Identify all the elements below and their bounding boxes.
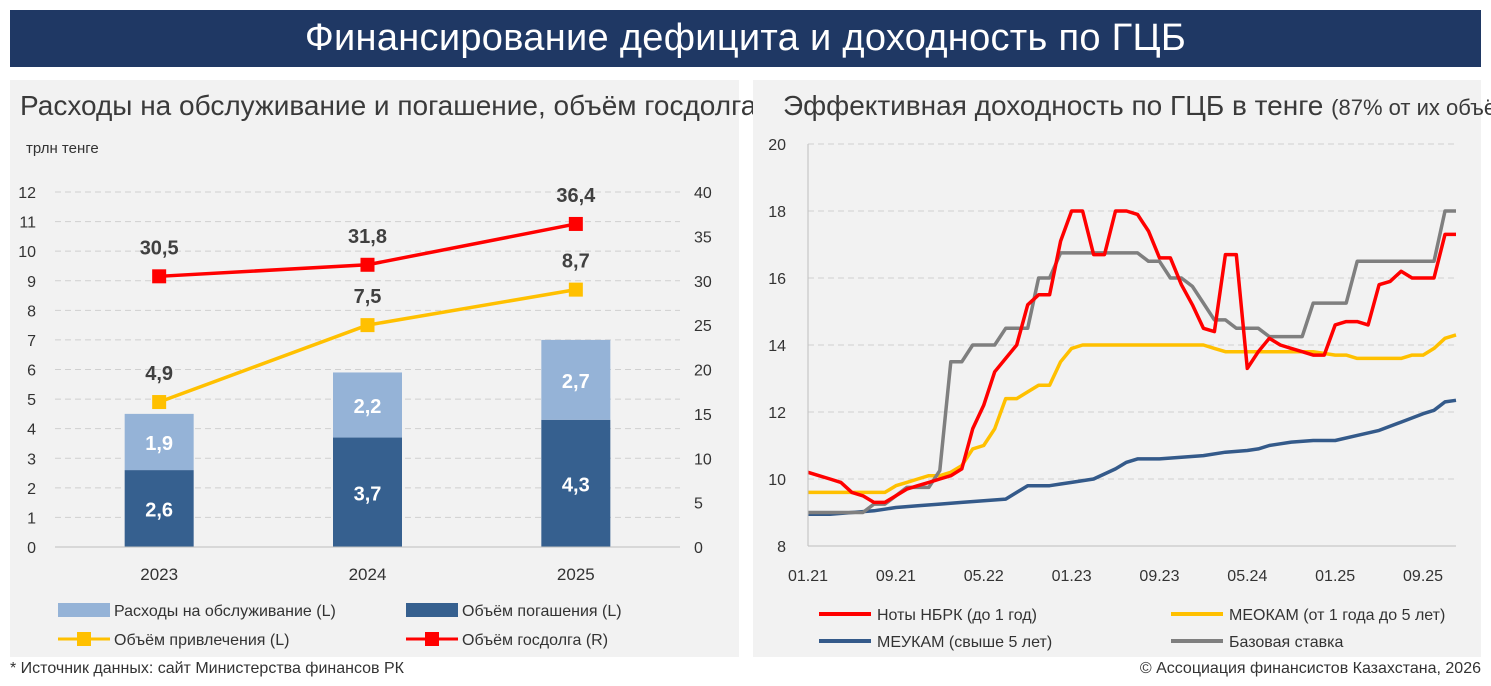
left-chart-legend: Расходы на обслуживание (L) Объём погаше… xyxy=(58,603,622,649)
left-y-tick: 3 xyxy=(27,451,36,468)
legend-label-borrow: Объём привлечения (L) xyxy=(114,632,289,649)
borrow-label: 4,9 xyxy=(145,363,173,385)
bar-repay-label: 2,6 xyxy=(145,500,173,522)
left-y-tick: 8 xyxy=(27,303,36,320)
bar-repay xyxy=(124,470,194,547)
legend-swatch-repay xyxy=(406,603,458,617)
debt-label: 30,5 xyxy=(140,237,179,259)
bar-repay-label: 4,3 xyxy=(562,474,590,496)
series-meokam-line xyxy=(808,333,1457,495)
bar-service xyxy=(333,372,402,438)
borrow-marker xyxy=(152,395,167,410)
left-y-tick: 1 xyxy=(27,510,36,527)
left-y2-tick: 5 xyxy=(694,496,703,513)
right-y-tick: 8 xyxy=(777,539,786,556)
right-x-tick: 05.22 xyxy=(964,568,1004,585)
left-chart-panel: Расходы на обслуживание и погашение, объ… xyxy=(10,80,756,657)
left-y-tick: 10 xyxy=(18,244,36,261)
left-y-tick: 9 xyxy=(27,274,36,291)
legend-label-debt: Объём госдолга (R) xyxy=(462,632,608,649)
left-x-tick: 2023 xyxy=(140,565,178,584)
copyright-note: © Ассоциация финансистов Казахстана, 202… xyxy=(1139,660,1481,677)
right-x-tick: 05.24 xyxy=(1227,568,1267,585)
right-y-tick: 18 xyxy=(768,204,786,221)
series-notes-line xyxy=(807,209,1456,505)
left-y-tick: 5 xyxy=(27,392,36,409)
series-meukam-line xyxy=(808,398,1457,516)
bar-repay xyxy=(541,419,611,547)
bar-service xyxy=(541,339,611,420)
left-y2-tick: 40 xyxy=(694,185,712,202)
left-chart-svg: 2,6 1,9 3,7 2,2 4,3 2,7 4,9 7,5 8,7 30,5 31,8 36,4… xyxy=(18,185,712,649)
right-x-tick: 01.25 xyxy=(1315,568,1355,585)
left-x-tick: 2025 xyxy=(557,565,595,584)
debt-marker xyxy=(360,257,375,272)
page-title: Финансирование дефицита и доходность по … xyxy=(10,10,1481,67)
legend-label-repay: Объём погашения (L) xyxy=(462,603,622,620)
right-chart-title: Эффективная доходность по ГЦБ в тенге (8… xyxy=(783,90,1491,122)
left-y-tick: 12 xyxy=(18,185,36,202)
right-y-tick: 14 xyxy=(768,338,786,355)
legend-marker-borrow xyxy=(77,632,91,646)
right-x-tick: 09.25 xyxy=(1403,568,1443,585)
left-y-tick: 0 xyxy=(27,540,36,557)
legend-label-meokam: МЕОКАМ (от 1 года до 5 лет) xyxy=(1229,607,1445,624)
borrow-marker xyxy=(360,318,375,333)
bar-service-label: 2,7 xyxy=(562,371,590,393)
debt-marker xyxy=(152,269,167,284)
right-x-tick: 01.23 xyxy=(1052,568,1092,585)
debt-label: 31,8 xyxy=(348,226,387,248)
legend-marker-debt xyxy=(425,632,439,646)
left-chart-title: Расходы на обслуживание и погашение, объ… xyxy=(20,90,757,121)
right-chart-title-main: Эффективная доходность по ГЦБ в тенге xyxy=(783,90,1332,121)
bar-service-label: 2,2 xyxy=(354,396,382,418)
source-note: * Источник данных: сайт Министерства фин… xyxy=(10,660,404,677)
right-x-tick: 01.21 xyxy=(788,568,828,585)
debt-marker xyxy=(568,216,583,231)
right-y-tick: 10 xyxy=(768,472,786,489)
left-y2-tick: 10 xyxy=(694,451,712,468)
legend-label-base: Базовая ставка xyxy=(1229,634,1344,651)
right-chart-title-note: (87% от их объёма) xyxy=(1331,95,1491,120)
left-y-tick: 11 xyxy=(19,215,36,232)
right-x-tick: 09.23 xyxy=(1139,568,1179,585)
left-y2-tick: 30 xyxy=(694,274,712,291)
left-chart-unit: трлн тенге xyxy=(26,140,99,157)
legend-swatch-service xyxy=(58,603,110,617)
bar-service xyxy=(124,413,194,471)
left-y2-tick: 20 xyxy=(694,363,712,380)
borrow-label: 8,7 xyxy=(562,251,590,273)
right-y-tick: 20 xyxy=(768,137,786,154)
right-chart-legend: Ноты НБРК (до 1 год) МЕОКАМ (от 1 года д… xyxy=(819,607,1445,651)
left-y2-tick: 0 xyxy=(694,540,703,557)
left-y-tick: 7 xyxy=(27,333,36,350)
left-y2-tick: 25 xyxy=(694,318,712,335)
right-chart-panel: Эффективная доходность по ГЦБ в тенге (8… xyxy=(753,80,1491,657)
legend-label-service: Расходы на обслуживание (L) xyxy=(114,603,336,620)
left-y-tick: 4 xyxy=(27,422,36,439)
series-base-line xyxy=(808,209,1456,515)
right-chart-svg: 8 10 12 14 16 18 20 01.21 09.21 05.22 01.23 09.23 05… xyxy=(768,137,1457,651)
debt-label: 36,4 xyxy=(556,185,596,207)
left-y-tick: 2 xyxy=(27,481,36,498)
left-y2-tick: 15 xyxy=(694,407,712,424)
borrow-label: 7,5 xyxy=(354,286,382,308)
borrow-marker xyxy=(568,282,583,297)
bar-repay xyxy=(333,437,402,547)
right-y-tick: 12 xyxy=(768,405,786,422)
right-x-tick: 09.21 xyxy=(876,568,916,585)
bar-repay-label: 3,7 xyxy=(354,483,382,505)
left-x-tick: 2024 xyxy=(349,565,387,584)
left-y2-tick: 35 xyxy=(694,229,712,246)
legend-label-notes: Ноты НБРК (до 1 год) xyxy=(877,607,1037,624)
bar-service-label: 1,9 xyxy=(145,433,173,455)
right-y-tick: 16 xyxy=(768,271,786,288)
legend-label-meukam: МЕУКАМ (свыше 5 лет) xyxy=(877,634,1052,651)
left-y-tick: 6 xyxy=(27,363,36,380)
